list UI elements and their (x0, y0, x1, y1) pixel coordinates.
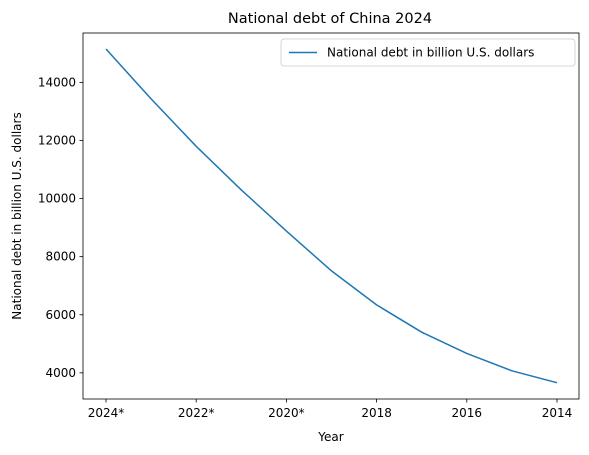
y-axis-label: National debt in billion U.S. dollars (10, 112, 24, 319)
x-axis-label: Year (317, 430, 343, 444)
x-tick-label: 2022* (178, 406, 215, 420)
y-tick-label: 10000 (38, 192, 76, 206)
legend-label: National debt in billion U.S. dollars (327, 46, 534, 60)
y-tick-label: 8000 (45, 250, 76, 264)
series-layer (105, 48, 558, 384)
x-tick-label: 2014 (542, 406, 573, 420)
y-axis-ticks: 4000 6000 8000 10000 12000 14000 (38, 75, 83, 380)
x-tick-label: 2018 (361, 406, 392, 420)
x-tick-label: 2020* (268, 406, 305, 420)
x-axis-ticks: 2024* 2022* 2020* 2018 2016 2014 (88, 399, 573, 420)
series-line (105, 48, 558, 384)
legend: National debt in billion U.S. dollars (280, 38, 576, 67)
y-tick-label: 12000 (38, 133, 76, 147)
x-tick-label: 2024* (88, 406, 125, 420)
y-tick-label: 4000 (45, 366, 76, 380)
y-tick-label: 6000 (45, 308, 76, 322)
legend-box (280, 38, 576, 67)
plot-frame (82, 32, 580, 400)
chart-title: National debt of China 2024 (228, 11, 432, 27)
x-tick-label: 2016 (452, 406, 483, 420)
y-tick-label: 14000 (38, 75, 76, 89)
